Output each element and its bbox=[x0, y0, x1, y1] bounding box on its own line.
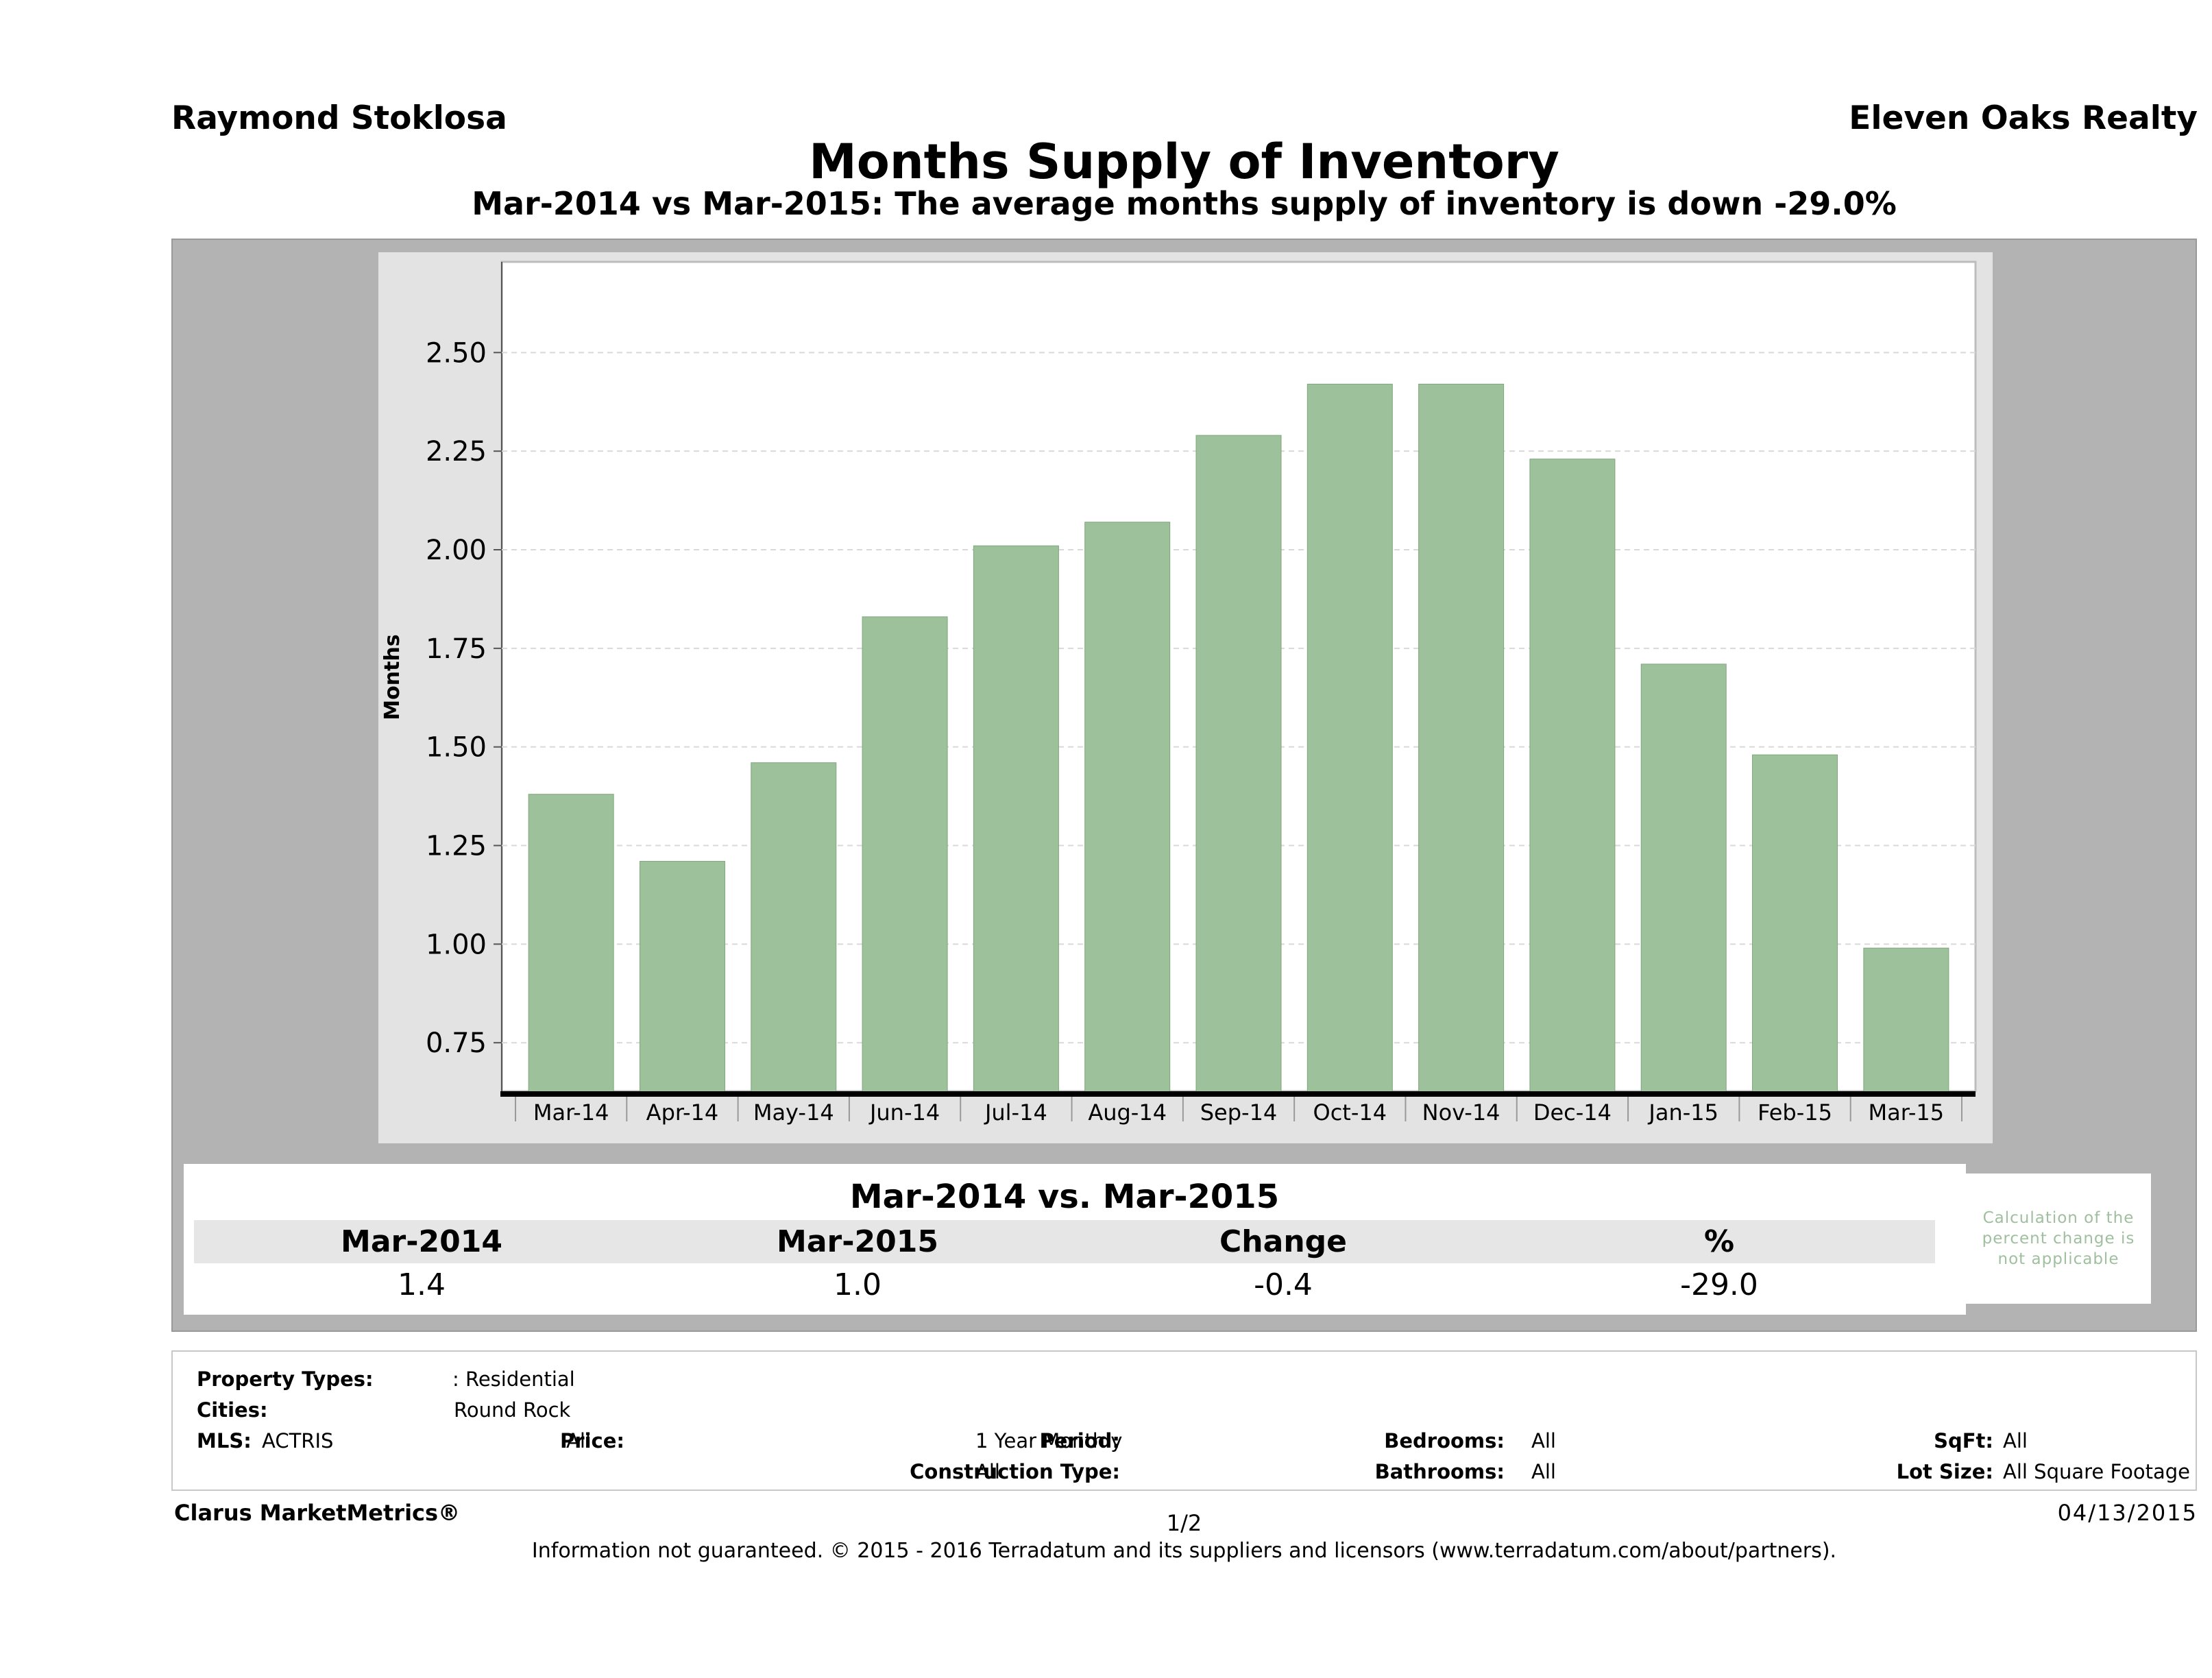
y-tick-label: 1.75 bbox=[426, 633, 487, 665]
x-tick-label: May-14 bbox=[753, 1099, 834, 1126]
lot-size-value: All Square Footage bbox=[2003, 1460, 2191, 1483]
x-tick-label: Oct-14 bbox=[1313, 1099, 1387, 1126]
price-value: All bbox=[566, 1429, 591, 1452]
summary-value: 1.0 bbox=[834, 1267, 882, 1302]
construction-type-value: All bbox=[975, 1460, 1000, 1483]
summary-value: -29.0 bbox=[1680, 1267, 1758, 1302]
x-tick-label: Apr-14 bbox=[646, 1099, 719, 1126]
bar bbox=[1529, 459, 1616, 1095]
comparison-summary: Mar-2014 vs. Mar-2015 Mar-2014 Mar-2015 … bbox=[184, 1164, 1966, 1315]
bar bbox=[1084, 522, 1171, 1095]
price-label: Price: bbox=[560, 1429, 624, 1452]
percent-change-note: Calculation of the percent change is not… bbox=[1966, 1174, 2151, 1304]
y-tick-label: 2.50 bbox=[426, 337, 487, 369]
x-tick-label: Sep-14 bbox=[1200, 1099, 1278, 1126]
bar-chart: Mar-14 Apr-14 May-14 Jun-14 Jul-14 Aug-14 Sep-… bbox=[378, 252, 1993, 1143]
x-tick-label: Feb-15 bbox=[1758, 1099, 1832, 1126]
period-value: 1 Year Monthly bbox=[975, 1429, 1123, 1452]
property-types-value: : Residential bbox=[452, 1367, 575, 1391]
x-tick-label: Dec-14 bbox=[1533, 1099, 1612, 1126]
y-tick-label: 1.25 bbox=[426, 831, 487, 862]
mls-value: ACTRIS bbox=[262, 1429, 334, 1452]
summary-header-row: Mar-2014 Mar-2015 Change % bbox=[194, 1220, 1935, 1263]
summary-values-row: 1.4 1.0 -0.4 -29.0 bbox=[194, 1265, 1935, 1304]
bathrooms-value: All bbox=[1531, 1460, 1556, 1483]
mls-label: MLS: bbox=[197, 1429, 252, 1452]
x-tick-label: Mar-14 bbox=[533, 1099, 609, 1126]
y-tick-label: 1.00 bbox=[426, 929, 487, 960]
x-tick-label: Nov-14 bbox=[1422, 1099, 1500, 1126]
bar bbox=[751, 762, 837, 1095]
summary-value: 1.4 bbox=[398, 1267, 446, 1302]
summary-title: Mar-2014 vs. Mar-2015 bbox=[194, 1174, 1935, 1219]
x-tick-label: Mar-15 bbox=[1869, 1099, 1945, 1126]
bathrooms-label: Bathrooms: bbox=[1374, 1460, 1505, 1483]
cities-value: Round Rock bbox=[454, 1398, 571, 1422]
bar bbox=[1863, 947, 1949, 1095]
summary-header: Mar-2015 bbox=[777, 1224, 938, 1259]
chart-title: Months Supply of Inventory bbox=[809, 134, 1559, 190]
cities-label: Cities: bbox=[197, 1398, 268, 1422]
y-tick-label: 1.50 bbox=[426, 732, 487, 764]
lot-size-label: Lot Size: bbox=[1896, 1460, 1993, 1483]
bar bbox=[1195, 435, 1282, 1095]
bedrooms-value: All bbox=[1531, 1429, 1556, 1452]
period-label: Period: bbox=[1039, 1429, 1120, 1452]
bar bbox=[973, 545, 1059, 1095]
footer-disclaimer: Information not guaranteed. © 2015 - 201… bbox=[531, 1539, 1837, 1563]
bedrooms-label: Bedrooms: bbox=[1384, 1429, 1505, 1452]
summary-header: Mar-2014 bbox=[341, 1224, 502, 1259]
bar bbox=[862, 616, 948, 1095]
x-tick-label: Jan-15 bbox=[1647, 1099, 1718, 1126]
property-types-label: Property Types: bbox=[197, 1367, 374, 1391]
sqft-label: SqFt: bbox=[1934, 1429, 1993, 1452]
construction-type-label: Construction Type: bbox=[910, 1460, 1120, 1483]
bar bbox=[1752, 754, 1838, 1095]
y-axis-label: Months bbox=[380, 634, 404, 720]
chart-subtitle: Mar-2014 vs Mar-2015: The average months… bbox=[472, 185, 1897, 222]
x-tick-label: Jun-14 bbox=[868, 1099, 940, 1126]
summary-header: Change bbox=[1219, 1224, 1347, 1259]
brokerage-name: Eleven Oaks Realty bbox=[1849, 99, 2198, 137]
y-tick-label: 2.25 bbox=[426, 436, 487, 467]
x-tick-label: Jul-14 bbox=[984, 1099, 1047, 1126]
summary-value: -0.4 bbox=[1254, 1267, 1313, 1302]
bar bbox=[639, 861, 725, 1095]
report-date: 04/13/2015 bbox=[2057, 1500, 2198, 1526]
report-criteria: Property Types: : Residential Cities: Ro… bbox=[171, 1350, 2197, 1491]
agent-name: Raymond Stoklosa bbox=[171, 99, 507, 137]
bar bbox=[528, 794, 614, 1095]
bar bbox=[1640, 664, 1727, 1095]
summary-header: % bbox=[1703, 1224, 1735, 1259]
bar bbox=[1418, 383, 1505, 1095]
footer-brand: Clarus MarketMetrics® bbox=[174, 1500, 461, 1526]
page-number: 1/2 bbox=[1166, 1510, 1202, 1536]
sqft-value: All bbox=[2003, 1429, 2028, 1452]
y-tick-label: 2.00 bbox=[426, 535, 487, 566]
x-tick-label: Aug-14 bbox=[1088, 1099, 1167, 1126]
bar bbox=[1306, 383, 1393, 1095]
y-tick-label: 0.75 bbox=[426, 1028, 487, 1059]
